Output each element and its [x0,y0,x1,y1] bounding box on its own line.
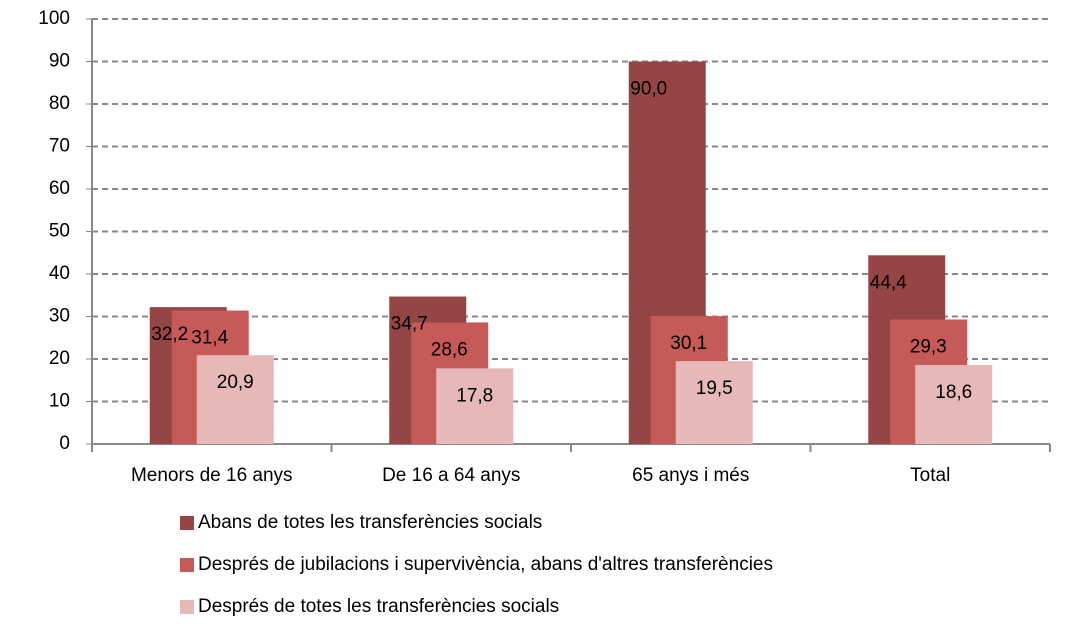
x-tick-label: Menors de 16 anys [131,465,293,486]
y-tick-label: 50 [49,221,70,242]
y-tick-label: 80 [49,93,70,114]
value-label: 30,1 [670,333,707,354]
x-tick-label: 65 anys i més [632,465,749,486]
y-tick-label: 20 [49,348,70,369]
value-label: 34,7 [391,314,428,335]
bar [915,364,993,444]
value-label: 19,5 [696,378,733,399]
x-tick-label: Total [910,465,950,486]
value-label: 17,8 [456,385,493,406]
bar [436,368,514,444]
y-tick-label: 90 [49,51,70,72]
legend-swatch [180,600,194,614]
value-label: 28,6 [431,339,468,360]
legend-swatch [180,516,194,530]
value-label: 31,4 [191,328,228,349]
legend-label: Després de jubilacions i supervivència, … [198,554,773,575]
x-tick-label: De 16 a 64 anys [382,465,520,486]
y-tick-label: 10 [49,391,70,412]
bar [675,361,753,444]
value-label: 20,9 [217,372,254,393]
value-label: 29,3 [910,336,947,357]
bar [196,355,274,444]
value-label: 44,4 [870,272,907,293]
y-tick-label: 60 [49,178,70,199]
y-tick-label: 70 [49,136,70,157]
value-label: 90,0 [630,79,667,100]
y-tick-label: 100 [38,8,70,29]
legend-label: Després de totes les transferències soci… [198,596,559,617]
value-label: 32,2 [151,324,188,345]
legend-label: Abans de totes les transferències social… [198,512,542,533]
y-tick-label: 0 [59,433,70,454]
y-tick-label: 30 [49,306,70,327]
legend-swatch [180,558,194,572]
value-label: 18,6 [935,382,972,403]
y-tick-label: 40 [49,263,70,284]
